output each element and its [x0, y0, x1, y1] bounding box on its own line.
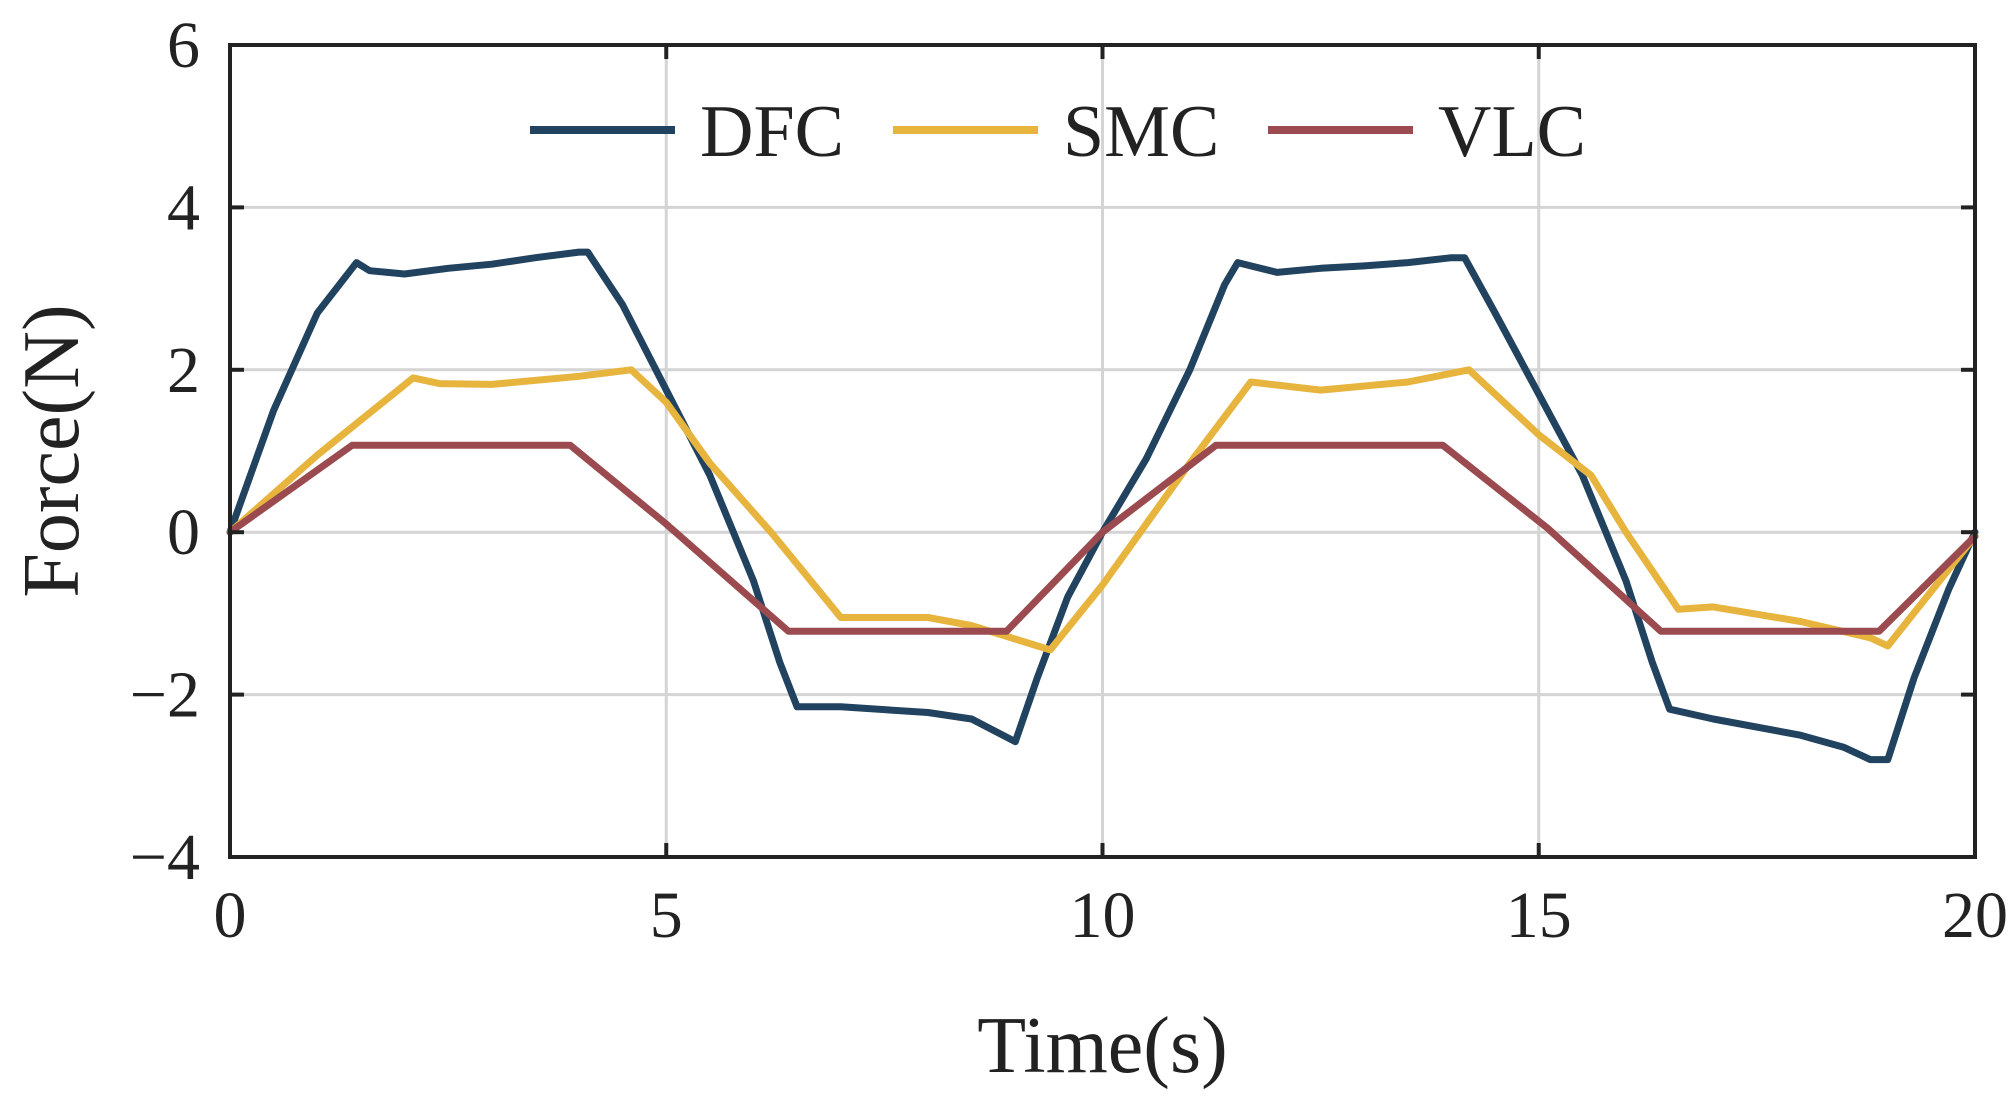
y-tick-label: 2	[167, 334, 200, 407]
y-tick-label: −2	[130, 659, 200, 732]
x-axis-label: Time(s)	[977, 1002, 1227, 1090]
legend-label-smc: SMC	[1063, 91, 1219, 173]
x-tick-label: 0	[214, 879, 247, 952]
series-line-smc	[226, 366, 1979, 654]
y-tick-label: 6	[167, 9, 200, 82]
series-line-vlc	[226, 441, 1979, 635]
y-axis-label: Force(N)	[8, 304, 96, 597]
x-tick-label: 5	[650, 879, 683, 952]
y-tick-label: −4	[130, 821, 200, 894]
legend-label-dfc: DFC	[700, 91, 844, 173]
legend-label-vlc: VLC	[1438, 91, 1586, 173]
x-tick-label: 20	[1942, 879, 2008, 952]
y-tick-label: 4	[167, 171, 200, 244]
x-tick-label: 10	[1070, 879, 1136, 952]
y-tick-label: 0	[167, 496, 200, 569]
series-line-dfc	[226, 248, 1979, 764]
x-tick-label: 15	[1506, 879, 1572, 952]
ticks: 0 5 10 15 20 −4 −2 0 2 4 6	[130, 9, 2008, 952]
series-group	[226, 248, 1979, 764]
legend: DFC SMC VLC	[530, 91, 1586, 173]
